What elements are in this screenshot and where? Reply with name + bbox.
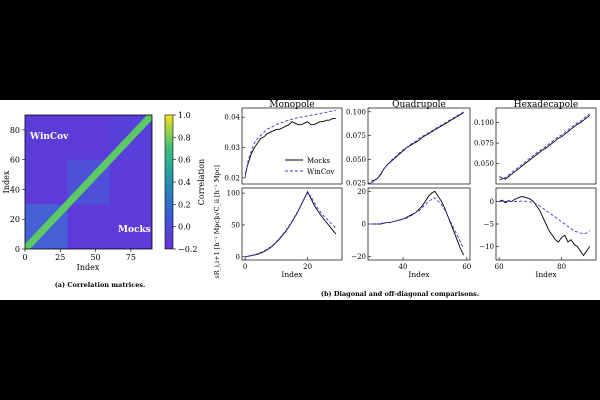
- panel-x-label: Index: [408, 270, 430, 279]
- heatmap-x-ticks: 0 25 50 75: [22, 249, 136, 262]
- caption-b: (b) Diagonal and off-diagonal comparison…: [321, 290, 479, 298]
- y-tick-label: 50: [231, 221, 240, 229]
- y-tick-label: 0.050: [474, 160, 494, 168]
- panel-frame: [367, 187, 471, 261]
- heatmap-mocks-label: Mocks: [118, 225, 151, 235]
- series-line-wincov: [498, 113, 591, 181]
- heatmap-x-tick-label: 50: [90, 253, 100, 262]
- heatmap-y-tick-label: 20: [10, 215, 20, 224]
- series-line-mocks: [498, 115, 591, 180]
- heatmap-frame: [24, 114, 153, 250]
- y-tick-label: 0.100: [474, 119, 494, 127]
- heatmap-y-tick-label: 0: [15, 245, 20, 254]
- heatmap-y-tick-label: 40: [10, 185, 20, 194]
- colorbar: [164, 114, 174, 250]
- y-tick-label: 20: [357, 188, 366, 196]
- caption-a: (a) Correlation matrices.: [55, 281, 146, 289]
- panel-x-label: Index: [535, 270, 557, 279]
- y-tick-label: 0.100: [346, 108, 366, 116]
- series-line-mocks: [498, 196, 591, 257]
- panel-x-label: Index: [281, 270, 303, 279]
- heatmap-x-tick-label: 75: [126, 253, 136, 262]
- heatmap-wincov-label: WinCov: [29, 132, 69, 142]
- colorbar-tick-label: −0.2: [178, 245, 197, 254]
- x-tick-label: 40: [399, 263, 408, 271]
- y-tick-label: −10: [479, 243, 494, 251]
- heatmap-x-label: Index: [77, 263, 100, 272]
- panel-quadrupole-off-diagonal: −20 0 20 40 60 Index: [351, 187, 471, 279]
- colorbar-tick-label: 0.8: [178, 133, 191, 142]
- legend-mocks-label: Mocks: [307, 157, 331, 165]
- y-tick-label: 0.03: [224, 144, 240, 152]
- y-tick-label: 100: [227, 190, 240, 198]
- legend: Mocks WinCov: [285, 157, 334, 176]
- figure-svg: WinCov Mocks 0 25 50 75 0 20 40 60 80 Index Ind…: [2, 100, 597, 298]
- colorbar-tick-label: 0.6: [178, 156, 191, 165]
- x-tick-label: 60: [495, 263, 504, 271]
- x-tick-label: 0: [243, 263, 247, 271]
- panel-frame: [241, 187, 343, 261]
- colorbar-label: Correlation: [197, 159, 206, 205]
- y-tick-label: 0.02: [224, 174, 240, 182]
- panel-hexadecapole-diagonal: 0.050 0.075 0.100 Hexadecapole: [474, 100, 597, 185]
- y-tick-label: 0: [362, 221, 366, 229]
- panel-frame: [495, 107, 597, 185]
- series-line-mocks: [244, 118, 336, 176]
- series-line-mocks: [371, 112, 464, 182]
- panel-frame: [367, 107, 471, 185]
- correlation-heatmap: WinCov Mocks 0 25 50 75 0 20 40 60 80 Index Ind…: [2, 111, 206, 289]
- heatmap-diagonal: [25, 115, 152, 249]
- series-line-wincov: [244, 109, 336, 178]
- y-tick-label: 0: [236, 253, 240, 261]
- x-tick-label: 20: [303, 263, 312, 271]
- y-tick-label: 0.075: [474, 140, 494, 148]
- series-line-wincov: [499, 200, 591, 235]
- heatmap-x-tick-label: 0: [22, 253, 27, 262]
- series-line-wincov: [370, 111, 464, 184]
- y-tick-label: 0.050: [346, 156, 366, 164]
- bottom-row-y-label: sR_i,i+1 [h⁻¹ Mpc]: [213, 217, 221, 278]
- top-row-y-label: s√C_ii [h⁻¹ Mpc]: [213, 165, 221, 219]
- y-tick-label: −5: [484, 221, 494, 229]
- colorbar-tick-label: 0.4: [178, 178, 191, 187]
- heatmap-y-label: Index: [2, 170, 11, 193]
- colorbar-tick-label: 0.2: [178, 200, 191, 209]
- panel-title: Hexadecapole: [514, 100, 579, 110]
- y-tick-label: 0.04: [224, 114, 240, 122]
- legend-wincov-label: WinCov: [307, 168, 334, 176]
- heatmap-y-ticks: 0 20 40 60 80: [10, 126, 25, 254]
- y-tick-label: 0: [490, 198, 494, 206]
- y-tick-label: −20: [351, 253, 366, 261]
- comparison-panels: 0.02 0.03 0.04 Monopole 0.025 0.050 0.075 0.100…: [224, 100, 597, 279]
- series-line-wincov: [371, 197, 465, 249]
- x-tick-label: 80: [557, 263, 566, 271]
- panel-quadrupole-diagonal: 0.025 0.050 0.075 0.100 Quadrupole: [346, 100, 471, 188]
- x-tick-label: 60: [462, 263, 471, 271]
- figure-canvas: WinCov Mocks 0 25 50 75 0 20 40 60 80 Index Ind…: [0, 100, 600, 300]
- y-tick-label: 0.025: [346, 180, 366, 188]
- heatmap-y-tick-label: 60: [10, 156, 20, 165]
- panel-title: Quadrupole: [392, 100, 446, 110]
- heatmap-x-tick-label: 25: [55, 253, 65, 262]
- colorbar-ticks: 1.0 0.8 0.6 0.4 0.2 0.0 −0.2: [173, 111, 197, 254]
- series-line-wincov: [245, 192, 337, 258]
- panel-title: Monopole: [269, 100, 314, 110]
- y-tick-label: 0.075: [346, 132, 366, 140]
- heatmap-y-tick-label: 80: [10, 126, 20, 135]
- colorbar-tick-label: 1.0: [178, 111, 191, 120]
- colorbar-tick-label: 0.0: [178, 223, 191, 232]
